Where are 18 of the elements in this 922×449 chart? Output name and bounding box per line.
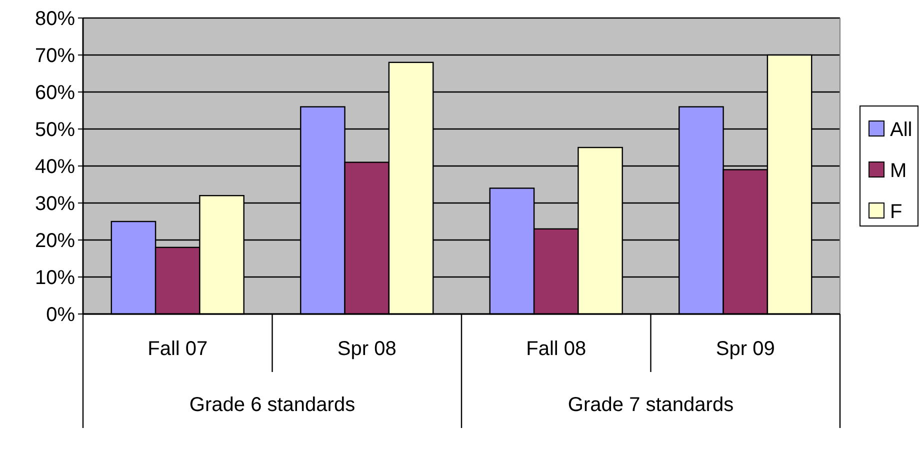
y-tick-label: 0% bbox=[46, 304, 76, 326]
y-tick-label: 70% bbox=[34, 45, 76, 67]
x-tick-label: Spr 09 bbox=[716, 338, 775, 360]
legend-label: M bbox=[890, 160, 907, 182]
legend-label: F bbox=[890, 201, 902, 223]
y-tick-label: 30% bbox=[34, 193, 76, 215]
y-tick-label: 50% bbox=[34, 119, 76, 141]
legend-label: All bbox=[890, 119, 912, 141]
y-tick-label: 60% bbox=[34, 82, 76, 104]
text: Grade 6 standards bbox=[189, 394, 356, 416]
x-tick-label: Spr 08 bbox=[337, 338, 396, 360]
y-tick-label: 80% bbox=[34, 8, 76, 30]
y-tick-label: 40% bbox=[34, 156, 76, 178]
text: Grade 7 standards bbox=[568, 394, 734, 416]
y-tick-label: 20% bbox=[34, 230, 76, 252]
y-tick-label: 10% bbox=[34, 267, 76, 289]
x-tick-label: Fall 08 bbox=[526, 338, 586, 360]
x-tick-label: Fall 07 bbox=[148, 338, 208, 360]
